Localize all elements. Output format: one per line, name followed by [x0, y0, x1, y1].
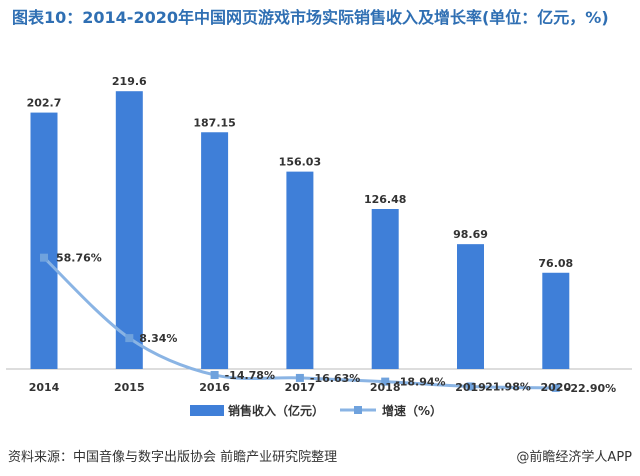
growth-label-2019: -21.98%	[481, 380, 531, 393]
bar-label-2016: 187.15	[193, 116, 235, 129]
legend-bar-label: 销售收入（亿元）	[228, 403, 324, 418]
growth-point-2020	[551, 383, 560, 392]
growth-point-2017	[295, 373, 304, 382]
legend-line-marker	[354, 406, 362, 414]
bar-2017	[286, 171, 314, 369]
x-tick-2019: 2019	[455, 381, 486, 394]
growth-point-2015	[125, 334, 134, 343]
growth-label-2016: -14.78%	[225, 369, 275, 382]
growth-label-2017: -16.63%	[310, 372, 360, 385]
source-note: 资料来源：中国音像与数字出版协会 前瞻产业研究院整理	[8, 450, 338, 465]
brand-credit: @前瞻经济学人APP	[516, 450, 632, 465]
growth-point-2016	[210, 370, 219, 379]
bar-label-2020: 76.08	[538, 257, 573, 270]
bar-2016	[201, 132, 229, 369]
bar-2018	[371, 209, 399, 369]
growth-point-2018	[381, 377, 390, 386]
legend-bar-swatch	[190, 405, 224, 416]
legend-line-label: 增速（%）	[382, 403, 442, 418]
growth-label-2020: -22.90%	[566, 382, 616, 395]
growth-label-2014: 58.76%	[56, 252, 102, 265]
x-tick-2015: 2015	[114, 381, 145, 394]
bar-label-2014: 202.7	[27, 97, 62, 110]
x-tick-2017: 2017	[285, 381, 316, 394]
bar-2020	[542, 272, 570, 369]
legend: 销售收入（亿元） 增速（%）	[190, 403, 442, 418]
x-tick-2018: 2018	[370, 381, 401, 394]
bar-2019	[457, 244, 484, 369]
x-tick-2014: 2014	[29, 381, 60, 394]
bar-2014	[30, 112, 58, 369]
growth-point-2019	[466, 382, 475, 391]
bar-label-2017: 156.03	[279, 156, 321, 169]
growth-point-2014	[40, 253, 48, 262]
x-tick-2020: 2020	[540, 381, 571, 394]
bar-2015	[115, 91, 143, 370]
bar-label-2015: 219.6	[112, 75, 147, 88]
x-tick-2016: 2016	[199, 381, 230, 394]
bar-label-2019: 98.69	[453, 228, 488, 241]
chart-title: 图表10：2014-2020年中国网页游戏市场实际销售收入及增长率(单位：亿元，…	[12, 8, 609, 27]
bar-label-2018: 126.48	[364, 193, 406, 206]
growth-label-2015: 8.34%	[139, 332, 177, 345]
growth-label-2018: -18.94%	[395, 376, 445, 389]
